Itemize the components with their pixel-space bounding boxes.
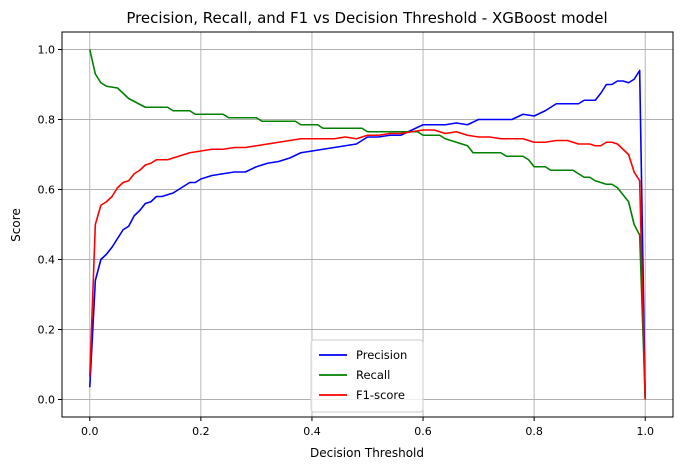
precision-line	[88, 69, 647, 400]
legend-label-precision: Precision	[356, 348, 407, 362]
y-axis: 0.0 0.2 0.4 0.6 0.8 1.0	[38, 44, 62, 407]
x-tick-label: 0.0	[81, 425, 99, 438]
x-tick-label: 0.6	[414, 425, 432, 438]
recall-line	[88, 49, 647, 400]
series-layer	[88, 49, 647, 400]
y-tick-label: 0.0	[38, 394, 56, 407]
x-axis: 0.0 0.2 0.4 0.6 0.8 1.0	[81, 417, 654, 438]
y-tick-label: 0.4	[38, 254, 56, 267]
y-axis-label: Score	[9, 208, 23, 242]
legend-label-recall: Recall	[356, 368, 390, 382]
grid	[62, 32, 673, 417]
y-tick-label: 0.8	[38, 114, 56, 127]
x-tick-label: 0.8	[525, 425, 543, 438]
y-tick-label: 0.6	[38, 184, 56, 197]
x-tick-label: 1.0	[636, 425, 654, 438]
legend-frame	[310, 339, 424, 413]
legend-label-f1-score: F1-score	[356, 388, 405, 402]
chart-title: Precision, Recall, and F1 vs Decision Th…	[126, 9, 607, 27]
legend: Precision Recall F1-score	[310, 339, 424, 413]
x-tick-label: 0.2	[192, 425, 210, 438]
y-tick-label: 1.0	[38, 44, 56, 57]
x-axis-label: Decision Threshold	[310, 446, 424, 460]
x-tick-label: 0.4	[303, 425, 321, 438]
f1-score-line	[88, 129, 647, 400]
plot-frame	[61, 31, 674, 418]
y-tick-label: 0.2	[38, 324, 56, 337]
